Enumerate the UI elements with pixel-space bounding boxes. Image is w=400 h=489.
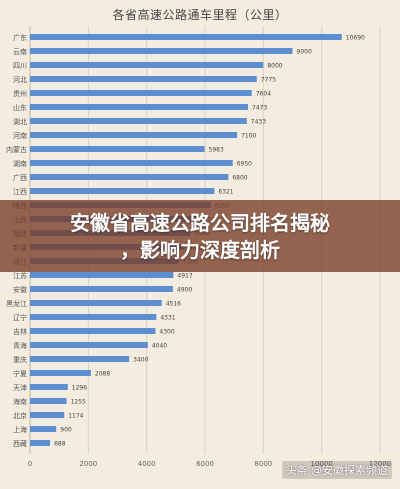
y-tick-label: 贵州: [13, 89, 27, 98]
y-tick-label: 青海: [13, 341, 27, 350]
bar: [30, 342, 148, 348]
bar: [30, 426, 57, 432]
headline-banner: 安徽省高速公路公司排名揭秘 ，影响力深度剖析: [0, 200, 400, 272]
bar: [30, 34, 342, 40]
headline-line-2: ，影响力深度剖析: [120, 238, 280, 262]
y-tick-label: 湖南: [13, 159, 27, 168]
data-label: 688: [54, 441, 66, 448]
x-tick-label: 4000: [138, 460, 156, 468]
data-label: 6950: [237, 161, 252, 168]
data-label: 7604: [256, 91, 271, 98]
data-label: 900: [60, 427, 72, 434]
y-tick-label: 江苏: [13, 271, 27, 280]
data-label: 8000: [267, 63, 282, 70]
y-tick-label: 江西: [13, 188, 27, 196]
chart-title: 各省高速公路通车里程（公里）: [112, 8, 288, 22]
data-label: 4040: [152, 343, 167, 350]
y-tick-label: 辽宁: [13, 313, 27, 322]
data-label: 7433: [251, 119, 266, 126]
bar: [30, 286, 173, 292]
bar: [30, 328, 156, 334]
data-label: 4917: [177, 273, 192, 280]
y-tick-label: 云南: [13, 47, 27, 56]
y-tick-label: 广西: [13, 173, 27, 182]
data-label: 7473: [252, 105, 267, 112]
x-tick-label: 2000: [79, 460, 97, 468]
data-label: 5983: [209, 147, 224, 154]
data-label: 1255: [71, 399, 86, 406]
bar: [30, 314, 157, 320]
y-tick-label: 上海: [13, 425, 27, 434]
data-label: 2088: [95, 371, 110, 378]
bar: [30, 300, 162, 306]
bar: [30, 62, 264, 68]
y-tick-label: 广东: [13, 33, 27, 42]
data-label: 6321: [218, 189, 233, 196]
y-tick-label: 海南: [13, 397, 27, 406]
y-tick-label: 吉林: [13, 327, 27, 336]
bar: [30, 370, 91, 376]
data-label: 7775: [261, 77, 276, 84]
y-tick-label: 河南: [13, 131, 27, 140]
y-tick-label: 天津: [13, 384, 27, 392]
data-label: 10690: [346, 35, 365, 42]
y-tick-label: 安徽: [13, 285, 27, 294]
data-label: 9000: [297, 49, 312, 56]
y-tick-label: 西藏: [13, 439, 27, 448]
y-tick-label: 黑龙江: [6, 299, 27, 308]
x-tick-label: 12000: [369, 460, 391, 468]
data-label: 4900: [177, 287, 192, 294]
bar: [30, 90, 252, 96]
y-tick-label: 宁夏: [13, 369, 27, 378]
data-label: 6800: [232, 175, 247, 182]
headline-text: 安徽省高速公路公司排名揭秘 ，影响力深度剖析: [0, 210, 400, 264]
x-tick-label: 0: [28, 460, 32, 468]
bar: [30, 104, 248, 110]
y-tick-label: 湖北: [13, 117, 27, 126]
data-label: 1174: [68, 413, 83, 420]
y-tick-label: 河北: [13, 76, 27, 84]
bar: [30, 160, 233, 166]
bar: [30, 188, 215, 194]
y-tick-label: 内蒙古: [6, 145, 27, 154]
bar: [30, 174, 229, 180]
bar: [30, 412, 65, 418]
data-label: 4331: [160, 315, 175, 322]
bar: [30, 132, 238, 138]
x-tick-label: 8000: [254, 460, 272, 468]
x-tick-label: 10000: [311, 460, 333, 468]
bar: [30, 272, 174, 278]
x-tick-label: 6000: [196, 460, 214, 468]
bar: [30, 384, 68, 390]
y-tick-label: 北京: [13, 411, 27, 420]
data-label: 1296: [72, 385, 87, 392]
data-label: 3400: [133, 357, 148, 364]
bar: [30, 146, 205, 152]
data-label: 4300: [159, 329, 174, 336]
bar: [30, 398, 67, 404]
y-tick-label: 四川: [13, 62, 27, 70]
y-tick-label: 山东: [13, 103, 27, 112]
data-label: 7100: [241, 133, 256, 140]
headline-line-1: 安徽省高速公路公司排名揭秘: [70, 211, 330, 235]
watermark: 头条 @安徽探索频道: [281, 461, 392, 479]
data-label: 4516: [166, 301, 181, 308]
bar: [30, 440, 51, 446]
bar: [30, 48, 293, 54]
bar: [30, 356, 130, 362]
bar: [30, 76, 257, 82]
bar: [30, 118, 247, 124]
y-tick-label: 重庆: [13, 355, 27, 364]
